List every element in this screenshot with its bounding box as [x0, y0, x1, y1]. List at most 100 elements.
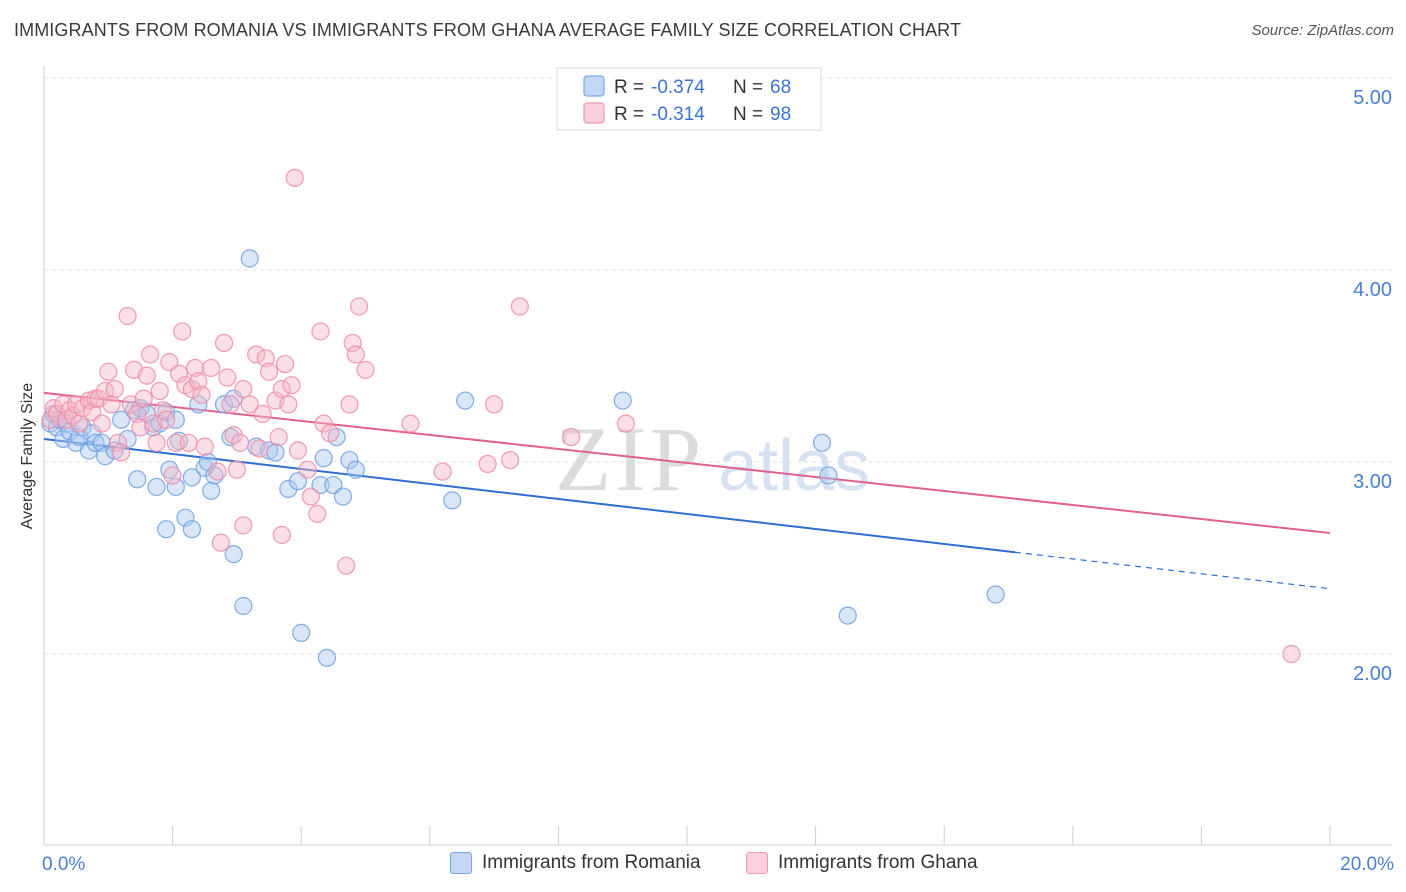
romania-point	[202, 481, 221, 500]
romania-point	[157, 520, 176, 539]
ghana-trend-line	[43, 391, 1331, 535]
romania-point	[317, 648, 337, 667]
ghana-point	[179, 433, 198, 452]
ghana-point	[321, 424, 340, 443]
ghana-point	[137, 366, 156, 385]
bottom-legend-ghana: Immigrants from Ghana	[746, 852, 978, 874]
ghana-point	[337, 556, 356, 575]
grid-lines	[44, 77, 1392, 655]
ghana-point	[279, 395, 298, 414]
romania-point	[613, 391, 632, 410]
y-tick-label: 3.00	[1353, 471, 1392, 493]
romania-point	[176, 508, 195, 527]
ghana-point	[340, 395, 359, 414]
ghana-point	[256, 349, 275, 368]
legend-top: R = -0.374 N = 68 R = -0.314 N = 98	[556, 67, 822, 131]
ghana-point	[346, 345, 365, 364]
ghana-point	[118, 306, 137, 326]
romania-point	[812, 433, 832, 452]
ghana-point	[510, 297, 529, 316]
axes	[43, 66, 1392, 846]
romania-point	[224, 545, 243, 564]
romania-point	[157, 402, 176, 422]
ghana-point	[285, 168, 304, 187]
romania-point	[224, 389, 243, 408]
ghana-point	[250, 439, 269, 458]
romania-point	[346, 460, 365, 479]
ghana-point	[102, 395, 121, 414]
romania-point	[128, 470, 147, 489]
romania-point	[86, 433, 105, 452]
ghana-point	[343, 333, 362, 353]
ghana-point	[272, 525, 292, 545]
ghana-point	[163, 466, 182, 485]
legend-r-value-1: -0.374	[651, 77, 705, 98]
romania-point	[147, 477, 166, 497]
ghana-point	[433, 462, 452, 481]
ghana-point	[202, 358, 221, 378]
romania-point	[112, 410, 131, 429]
romania-point	[266, 443, 285, 462]
ghana-point	[276, 354, 295, 374]
x-tick-label: 20.0%	[1340, 854, 1394, 875]
romania-trend-line	[43, 437, 1016, 554]
romania-point	[333, 487, 353, 506]
ghana-point	[192, 385, 211, 404]
legend-n-label-2: N =	[733, 104, 763, 125]
romania-point	[189, 395, 208, 414]
ghana-point	[186, 358, 205, 378]
romania-point	[166, 477, 185, 497]
ghana-point	[298, 460, 317, 479]
watermark: ZIP	[555, 408, 705, 510]
legend-n-label-1: N =	[733, 77, 763, 98]
romania-point	[986, 585, 1005, 604]
ghana-legend-label: Immigrants from Ghana	[778, 852, 978, 873]
ghana-point	[157, 410, 176, 429]
ghana-point	[140, 345, 160, 364]
romania-point	[214, 395, 234, 414]
romania-point	[182, 468, 201, 487]
ghana-point	[153, 401, 173, 420]
legend-r-label-1: R =	[614, 77, 644, 98]
romania-legend-label: Immigrants from Romania	[482, 852, 701, 873]
ghana-point	[301, 487, 320, 506]
romania-point	[182, 520, 201, 539]
ghana-point	[501, 450, 520, 470]
watermark-atlas: atlas	[718, 426, 870, 506]
ghana-point	[44, 399, 63, 418]
romania-point	[292, 623, 311, 642]
legend-n-value-2: 98	[770, 104, 791, 125]
romania-point	[160, 460, 179, 479]
romania-point	[819, 466, 838, 485]
ghana-point	[269, 427, 288, 447]
x-tick-label: 0.0%	[42, 854, 85, 875]
ghana-point	[234, 516, 253, 535]
trend-lines	[43, 391, 1331, 590]
ghana-point	[616, 414, 636, 433]
ghana-point	[150, 381, 169, 401]
ghana-point	[134, 389, 153, 408]
ghana-point	[221, 395, 240, 414]
y-tick-label: 5.00	[1353, 87, 1392, 109]
ghana-point	[92, 414, 111, 433]
ghana-point	[108, 433, 128, 452]
legend-swatch-romania	[583, 75, 605, 97]
ghana-point	[234, 379, 253, 399]
ghana-point	[356, 360, 375, 379]
ghana-point	[272, 379, 292, 399]
ghana-point	[128, 404, 147, 424]
romania-point	[314, 449, 333, 468]
ghana-point	[485, 395, 504, 414]
tick-labels: 2.00 3.00 4.00 5.00 0.0% 20.0%	[42, 87, 1394, 875]
romania-point	[456, 391, 475, 410]
romania-point	[240, 249, 259, 268]
ghana-point	[173, 322, 192, 341]
ghana-point	[112, 443, 131, 462]
ghana-point	[99, 362, 118, 381]
ghana-point	[288, 441, 308, 460]
ghana-point	[166, 433, 185, 452]
legend-swatch-ghana	[583, 102, 605, 124]
ghana-point	[214, 333, 234, 353]
ghana-point	[189, 372, 208, 391]
